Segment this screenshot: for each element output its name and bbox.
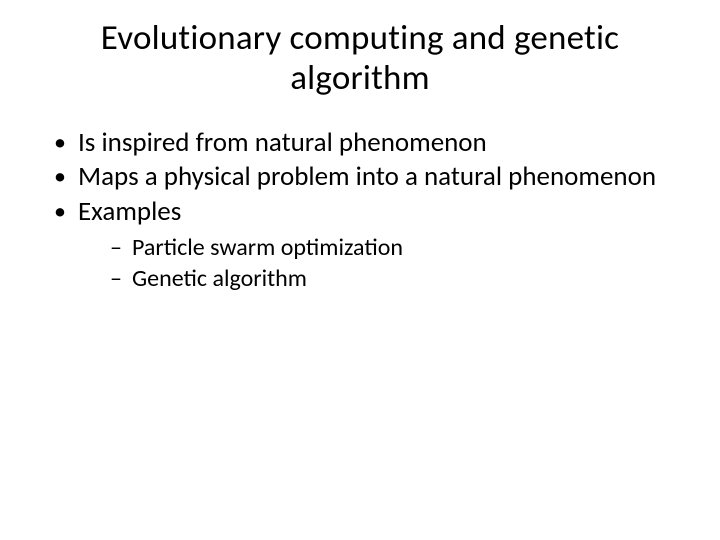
sub-bullet-item: Genetic algorithm	[110, 264, 668, 293]
bullet-item: Maps a physical problem into a natural p…	[52, 161, 668, 194]
bullet-list-level1: Is inspired from natural phenomenon Maps…	[50, 127, 670, 293]
bullet-list-level2: Particle swarm optimization Genetic algo…	[78, 233, 668, 293]
bullet-item: Examples Particle swarm optimization Gen…	[52, 196, 668, 292]
slide-title: Evolutionary computing and genetic algor…	[50, 18, 670, 99]
bullet-item-label: Examples	[78, 195, 181, 228]
sub-bullet-item: Particle swarm optimization	[110, 233, 668, 262]
bullet-item: Is inspired from natural phenomenon	[52, 127, 668, 160]
slide: Evolutionary computing and genetic algor…	[0, 0, 720, 540]
